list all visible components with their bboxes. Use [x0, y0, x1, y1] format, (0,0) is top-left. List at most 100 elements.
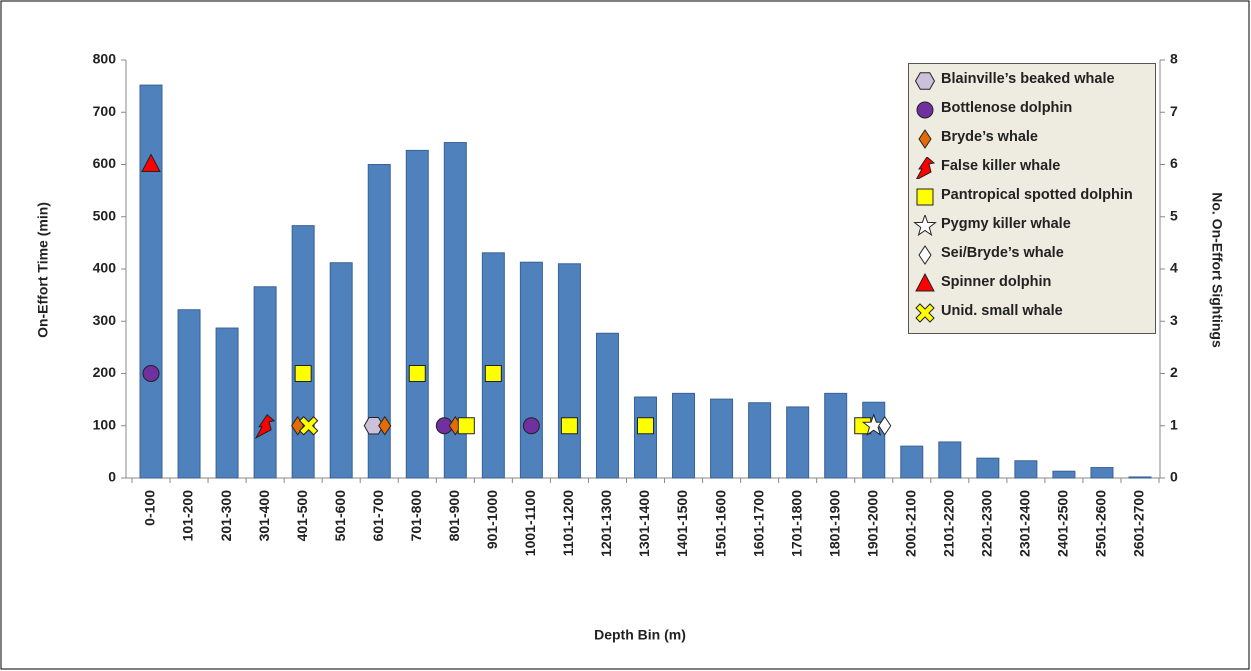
legend-label: Spinner dolphin — [941, 274, 1052, 290]
legend-swatch — [913, 215, 937, 237]
legend-swatch — [916, 101, 934, 119]
y-tick-label: 700 — [93, 103, 117, 119]
marker — [915, 273, 935, 292]
legend-swatch — [915, 303, 935, 323]
legend-label: Pantropical spotted dolphin — [941, 187, 1133, 203]
legend-label: Blainville’s beaked whale — [941, 71, 1115, 87]
y-axis-title: On-Effort Time (min) — [35, 202, 51, 338]
marker — [484, 365, 502, 382]
legend-swatch — [918, 245, 932, 265]
marker — [298, 416, 319, 436]
legend-item: Bottlenose dolphin — [913, 99, 1151, 121]
bar — [900, 445, 924, 479]
bar — [367, 164, 391, 479]
bar — [938, 441, 962, 479]
x-tick-label: 301-400 — [256, 490, 272, 542]
y2-tick-label: 4 — [1170, 260, 1178, 276]
x-tick-label: 1601-1700 — [750, 490, 766, 557]
marker — [141, 153, 161, 172]
marker — [916, 188, 934, 206]
y2-tick-label: 7 — [1170, 103, 1178, 119]
marker — [457, 417, 475, 435]
x-tick-label: 1101-1200 — [560, 490, 576, 556]
legend-swatch — [915, 157, 936, 179]
bar — [291, 225, 315, 479]
marker — [915, 157, 936, 179]
marker — [915, 303, 935, 323]
y-tick-label: 600 — [93, 155, 117, 171]
legend-label: False killer whale — [941, 158, 1061, 174]
y2-tick-label: 6 — [1170, 155, 1178, 171]
marker — [560, 417, 578, 435]
x-tick-label: 701-800 — [408, 490, 424, 542]
x-tick-label: 2401-2500 — [1055, 490, 1071, 557]
bar — [405, 149, 429, 479]
bar — [710, 398, 734, 479]
legend-swatch — [914, 72, 936, 90]
bar — [786, 406, 810, 479]
bar — [215, 327, 239, 479]
bar — [748, 402, 772, 479]
x-tick-label: 2501-2600 — [1093, 490, 1109, 557]
bar — [329, 262, 353, 479]
bar — [253, 286, 277, 479]
marker — [378, 415, 392, 436]
legend-label: Bryde’s whale — [941, 129, 1038, 145]
legend-label: Unid. small whale — [941, 303, 1063, 319]
bar — [443, 142, 467, 479]
x-tick-label: 0-100 — [142, 490, 158, 526]
y2-tick-label: 3 — [1170, 312, 1178, 328]
y2-axis-title: No. On-Effort Sightings — [1209, 192, 1225, 348]
y2-tick-label: 0 — [1170, 469, 1178, 485]
x-tick-label: 2301-2400 — [1017, 490, 1033, 557]
y-tick-label: 100 — [93, 416, 117, 432]
legend: Blainville’s beaked whale Bottlenose dolp… — [908, 63, 1156, 334]
bar — [976, 457, 1000, 479]
x-tick-label: 1201-1300 — [598, 490, 614, 557]
x-tick-label: 1001-1100 — [522, 490, 538, 556]
bar — [1014, 460, 1038, 479]
marker — [918, 129, 932, 149]
y2-tick-label: 1 — [1170, 416, 1178, 432]
x-tick-label: 201-300 — [218, 490, 234, 542]
x-tick-label: 1301-1400 — [636, 490, 652, 557]
x-tick-label: 2001-2100 — [902, 490, 918, 557]
y2-tick-label: 5 — [1170, 207, 1178, 223]
bar — [1090, 467, 1114, 479]
marker — [254, 414, 276, 439]
legend-item: Sei/Bryde’s whale — [913, 244, 1151, 266]
legend-item: Pygmy killer whale — [913, 215, 1151, 237]
x-tick-label: 401-500 — [294, 490, 310, 542]
bar — [1052, 470, 1076, 479]
y-tick-label: 300 — [93, 312, 117, 328]
x-tick-label: 1401-1500 — [674, 490, 690, 557]
legend-item: Pantropical spotted dolphin — [913, 186, 1151, 208]
marker — [294, 365, 312, 382]
y2-tick-label: 2 — [1170, 364, 1178, 380]
x-tick-label: 801-900 — [446, 490, 462, 542]
marker — [142, 365, 160, 382]
marker — [363, 417, 384, 435]
legend-item: Spinner dolphin — [913, 273, 1151, 295]
y-tick-label: 200 — [93, 364, 117, 380]
bar — [595, 332, 619, 479]
x-tick-label: 601-700 — [370, 490, 386, 542]
marker — [916, 101, 934, 119]
bar — [177, 309, 201, 479]
y-tick-label: 400 — [93, 260, 117, 276]
legend-swatch — [918, 129, 932, 149]
legend-label: Bottlenose dolphin — [941, 100, 1073, 116]
bar — [1128, 476, 1152, 479]
y-tick-label: 500 — [93, 207, 117, 223]
legend-item: Unid. small whale — [913, 302, 1151, 324]
x-tick-label: 1701-1800 — [788, 490, 804, 557]
x-tick-label: 101-200 — [180, 490, 196, 542]
bar — [557, 263, 581, 479]
x-tick-label: 2601-2700 — [1131, 490, 1147, 557]
marker — [637, 417, 654, 435]
x-tick-label: 901-1000 — [484, 490, 500, 549]
y-tick-label: 0 — [108, 469, 116, 485]
x-tick-label: 2101-2200 — [941, 490, 957, 557]
